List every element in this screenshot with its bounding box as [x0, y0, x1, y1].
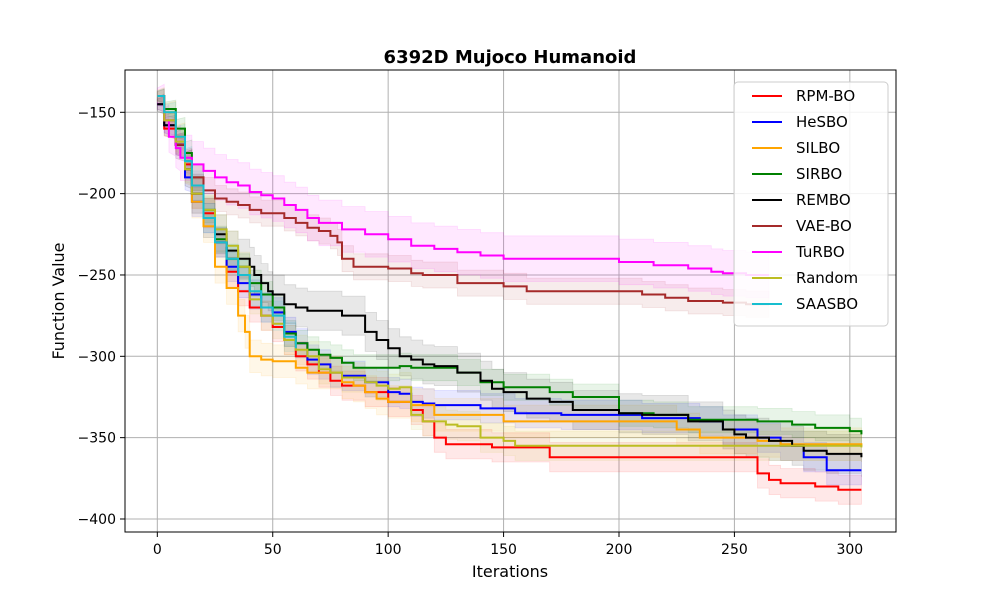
y-axis-ticks: −400 −350 −300 −250 −200 −150: [78, 105, 125, 528]
series-line-random: [157, 95, 863, 448]
legend-label-turbo: TuRBO: [795, 243, 845, 261]
y-axis-label: Function Value: [49, 242, 68, 359]
x-tick-label: 100: [375, 542, 402, 558]
series-line-silbo: [157, 95, 863, 446]
series-line-turbo: [157, 95, 769, 276]
x-tick-label: 200: [606, 542, 633, 558]
series-line-rembo: [157, 103, 863, 458]
series-line-vae-bo: [157, 95, 769, 306]
x-axis-ticks: 0 50 100 150 200 250 300: [153, 532, 863, 558]
legend-label-sirbo: SIRBO: [796, 165, 842, 183]
series-lines: [157, 95, 863, 491]
x-tick-label: 300: [836, 542, 863, 558]
y-tick-label: −350: [78, 431, 116, 447]
y-tick-label: −150: [78, 105, 116, 121]
legend-label-vae-bo: VAE-BO: [796, 217, 852, 235]
x-tick-label: 150: [490, 542, 517, 558]
legend-label-random: Random: [796, 269, 858, 287]
legend-label-silbo: SILBO: [796, 139, 840, 157]
legend-label-rpm-bo: RPM-BO: [796, 87, 855, 105]
chart-title: 6392D Mujoco Humanoid: [384, 47, 637, 68]
legend-label-rembo: REMBO: [796, 191, 851, 209]
legend-label-hesbo: HeSBO: [796, 113, 848, 131]
x-tick-label: 250: [721, 542, 748, 558]
legend-label-saasbo: SAASBO: [796, 295, 858, 313]
x-tick-label: 50: [264, 542, 282, 558]
plot-frame: [124, 69, 897, 533]
legend: RPM-BO HeSBO SILBO SIRBO REMBO VAE-BO TuRBO Ran…: [733, 81, 889, 327]
series-line-saasbo: [157, 95, 297, 349]
legend-box: [733, 81, 889, 327]
series-line-rpm-bo: [157, 103, 862, 491]
y-tick-label: −300: [78, 349, 116, 365]
y-tick-label: −200: [78, 187, 116, 203]
band-random: [156, 87, 862, 462]
y-tick-label: −250: [78, 268, 116, 284]
x-axis-label: Iterations: [472, 562, 548, 581]
x-tick-label: 0: [153, 542, 162, 558]
y-tick-label: −400: [78, 512, 116, 528]
